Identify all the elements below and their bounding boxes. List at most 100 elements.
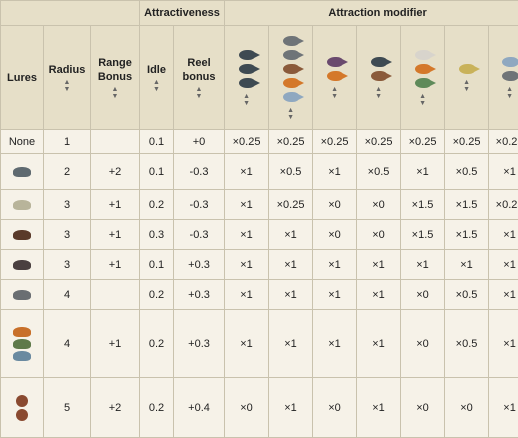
col-fish-group-7[interactable]: ▲▼ xyxy=(489,26,518,130)
cell-range-bonus: +2 xyxy=(91,154,140,190)
sort-arrows-icon[interactable]: ▲▼ xyxy=(140,79,173,93)
cell-modifier: ×1 xyxy=(225,280,269,310)
sort-arrows-icon[interactable]: ▲▼ xyxy=(44,79,90,93)
cell-modifier: ×1.5 xyxy=(401,190,445,220)
cell-modifier: ×1 xyxy=(225,154,269,190)
col-lures-label: Lures xyxy=(1,71,43,85)
col-radius-label: Radius xyxy=(44,63,90,77)
group-attractiveness: Attractiveness xyxy=(140,1,225,26)
col-range-bonus[interactable]: Range Bonus▲▼ xyxy=(91,26,140,130)
sort-arrows-icon[interactable]: ▲▼ xyxy=(463,79,470,93)
cell-modifier: ×0 xyxy=(445,378,489,438)
col-reel-bonus[interactable]: Reel bonus ▲▼ xyxy=(174,26,225,130)
cell-reel: +0 xyxy=(174,130,225,154)
cell-modifier: ×1 xyxy=(357,310,401,378)
cell-modifier: ×1 xyxy=(269,220,313,250)
cell-modifier: ×1 xyxy=(489,280,518,310)
fish-blue-icon xyxy=(283,92,299,102)
cell-modifier: ×1 xyxy=(269,250,313,280)
col-fish-group-6[interactable]: ▲▼ xyxy=(445,26,489,130)
lure-brown-icon xyxy=(13,230,31,240)
sort-arrows-icon[interactable]: ▲▼ xyxy=(375,86,382,100)
cell-modifier: ×0 xyxy=(313,378,357,438)
col-fish-group-1[interactable]: ▲▼ xyxy=(225,26,269,130)
group-attraction-modifier: Attraction modifier xyxy=(225,1,518,26)
cell-modifier: ×1.5 xyxy=(445,220,489,250)
cell-radius: 5 xyxy=(44,378,91,438)
cell-modifier: ×1 xyxy=(269,280,313,310)
cell-modifier: ×0.5 xyxy=(445,154,489,190)
fish-dark-icon xyxy=(371,57,387,67)
cell-modifier: ×0.5 xyxy=(445,280,489,310)
sort-arrows-icon[interactable]: ▲▼ xyxy=(174,86,224,100)
cell-modifier: ×0 xyxy=(357,220,401,250)
cell-modifier: ×1 xyxy=(401,154,445,190)
sort-arrows-icon[interactable]: ▲▼ xyxy=(331,86,338,100)
cell-idle: 0.1 xyxy=(140,154,174,190)
cell-modifier: ×1 xyxy=(225,310,269,378)
cell-modifier: ×0 xyxy=(313,220,357,250)
lure-hook-icon xyxy=(13,260,31,270)
cell-modifier: ×1 xyxy=(357,250,401,280)
cell-range-bonus: +1 xyxy=(91,220,140,250)
fish-gray-icon xyxy=(502,71,518,81)
cell-modifier: ×0.25 xyxy=(489,130,518,154)
cell-modifier: ×1 xyxy=(269,378,313,438)
cell-idle: 0.2 xyxy=(140,280,174,310)
cell-modifier: ×1 xyxy=(313,250,357,280)
cell-modifier: ×0 xyxy=(401,310,445,378)
cell-reel: +0.3 xyxy=(174,280,225,310)
cell-modifier: ×1 xyxy=(313,310,357,378)
col-idle[interactable]: Idle ▲▼ xyxy=(140,26,174,130)
fish-brown-icon xyxy=(371,71,387,81)
sort-arrows-icon[interactable]: ▲▼ xyxy=(419,93,426,107)
cell-modifier: ×1.5 xyxy=(445,190,489,220)
cell-modifier: ×0.5 xyxy=(269,154,313,190)
col-radius[interactable]: Radius ▲▼ xyxy=(44,26,91,130)
fish-gray-icon xyxy=(283,50,299,60)
cell-modifier: ×0.25 xyxy=(357,130,401,154)
cell-idle: 0.2 xyxy=(140,190,174,220)
cell-modifier: ×1 xyxy=(313,280,357,310)
lure-green-icon xyxy=(13,339,31,349)
cell-radius: 3 xyxy=(44,190,91,220)
col-reel-bonus-label: Reel bonus xyxy=(174,56,224,84)
col-idle-label: Idle xyxy=(140,63,173,77)
cell-modifier: ×0 xyxy=(401,378,445,438)
cell-modifier: ×1 xyxy=(489,250,518,280)
cell-range-bonus xyxy=(91,130,140,154)
sort-arrows-icon[interactable]: ▲▼ xyxy=(506,86,513,100)
lure-cell xyxy=(1,190,44,220)
lure-cell: None xyxy=(1,130,44,154)
lure-cell xyxy=(1,220,44,250)
cell-idle: 0.1 xyxy=(140,130,174,154)
sort-arrows-icon[interactable]: ▲▼ xyxy=(243,93,250,107)
lure-orange-icon xyxy=(13,327,31,337)
fish-dark-icon xyxy=(239,78,255,88)
cell-modifier: ×0.5 xyxy=(445,310,489,378)
col-fish-group-3[interactable]: ▲▼ xyxy=(313,26,357,130)
col-fish-group-2[interactable]: ▲▼ xyxy=(269,26,313,130)
sort-arrows-icon[interactable]: ▲▼ xyxy=(91,86,139,100)
col-fish-group-5[interactable]: ▲▼ xyxy=(401,26,445,130)
cell-modifier: ×1 xyxy=(489,378,518,438)
fish-dark-icon xyxy=(239,64,255,74)
cell-modifier: ×0.25 xyxy=(489,190,518,220)
lure-cell xyxy=(1,250,44,280)
cell-modifier: ×1 xyxy=(401,250,445,280)
sort-arrows-icon[interactable]: ▲▼ xyxy=(287,107,294,121)
col-fish-group-4[interactable]: ▲▼ xyxy=(357,26,401,130)
table-row: 3+10.2-0.3×1×0.25×0×0×1.5×1.5×0.25 xyxy=(1,190,518,220)
cell-reel: +0.4 xyxy=(174,378,225,438)
cell-modifier: ×0 xyxy=(401,280,445,310)
cell-modifier: ×1 xyxy=(357,280,401,310)
cell-modifier: ×0.25 xyxy=(401,130,445,154)
cell-modifier: ×0.25 xyxy=(269,190,313,220)
col-lures[interactable]: Lures xyxy=(1,26,44,130)
cell-reel: -0.3 xyxy=(174,154,225,190)
